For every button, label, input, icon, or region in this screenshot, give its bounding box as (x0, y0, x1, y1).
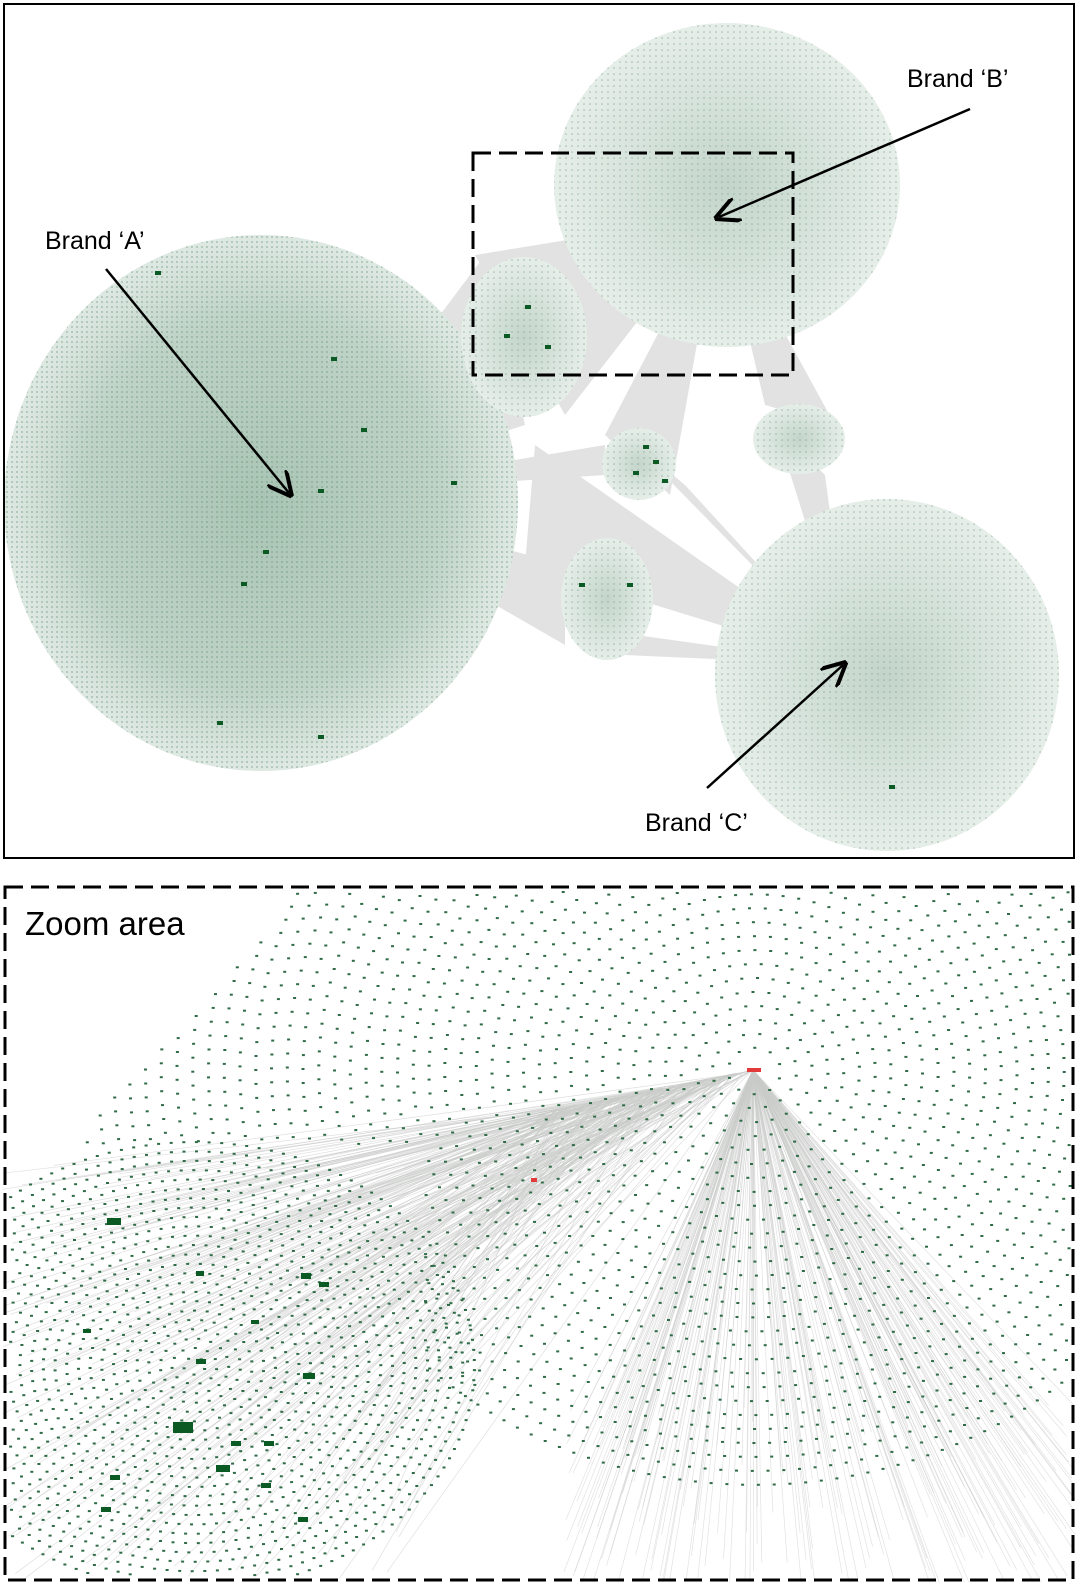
zoom-region-box (471, 151, 795, 377)
zoom-nodes-small-cluster (9, 1141, 476, 1577)
network-overview-graph (5, 23, 1059, 851)
secondary-node-highlight (531, 1178, 537, 1182)
highlighted-nodes (155, 271, 895, 789)
zoom-border (3, 885, 1075, 1582)
arrow-brand-c (706, 665, 843, 789)
zoom-area-title: Zoom area (25, 905, 185, 942)
network-overview-panel: Brand ‘A’ Brand ‘B’ Brand ‘C’ (3, 3, 1075, 859)
cluster-brand-b (554, 23, 900, 347)
zoom-area-panel: Zoom area (3, 885, 1075, 1582)
hub-node-highlight (747, 1068, 761, 1072)
brand-a-label: Brand ‘A’ (45, 227, 145, 255)
brand-c-label: Brand ‘C’ (645, 809, 748, 837)
cluster-small-3 (561, 538, 653, 660)
cluster-small-4 (753, 404, 845, 474)
zoom-nodes-brand-b (85, 891, 1072, 1486)
arrow-brand-a (105, 268, 289, 493)
cluster-brand-a (5, 235, 518, 771)
zoom-area-graph (3, 885, 1075, 1582)
brand-b-label: Brand ‘B’ (907, 65, 1009, 93)
cluster-small-1 (461, 257, 587, 417)
cluster-brand-c (715, 499, 1059, 851)
cluster-small-2 (602, 428, 676, 500)
arrow-brand-b (719, 107, 971, 217)
